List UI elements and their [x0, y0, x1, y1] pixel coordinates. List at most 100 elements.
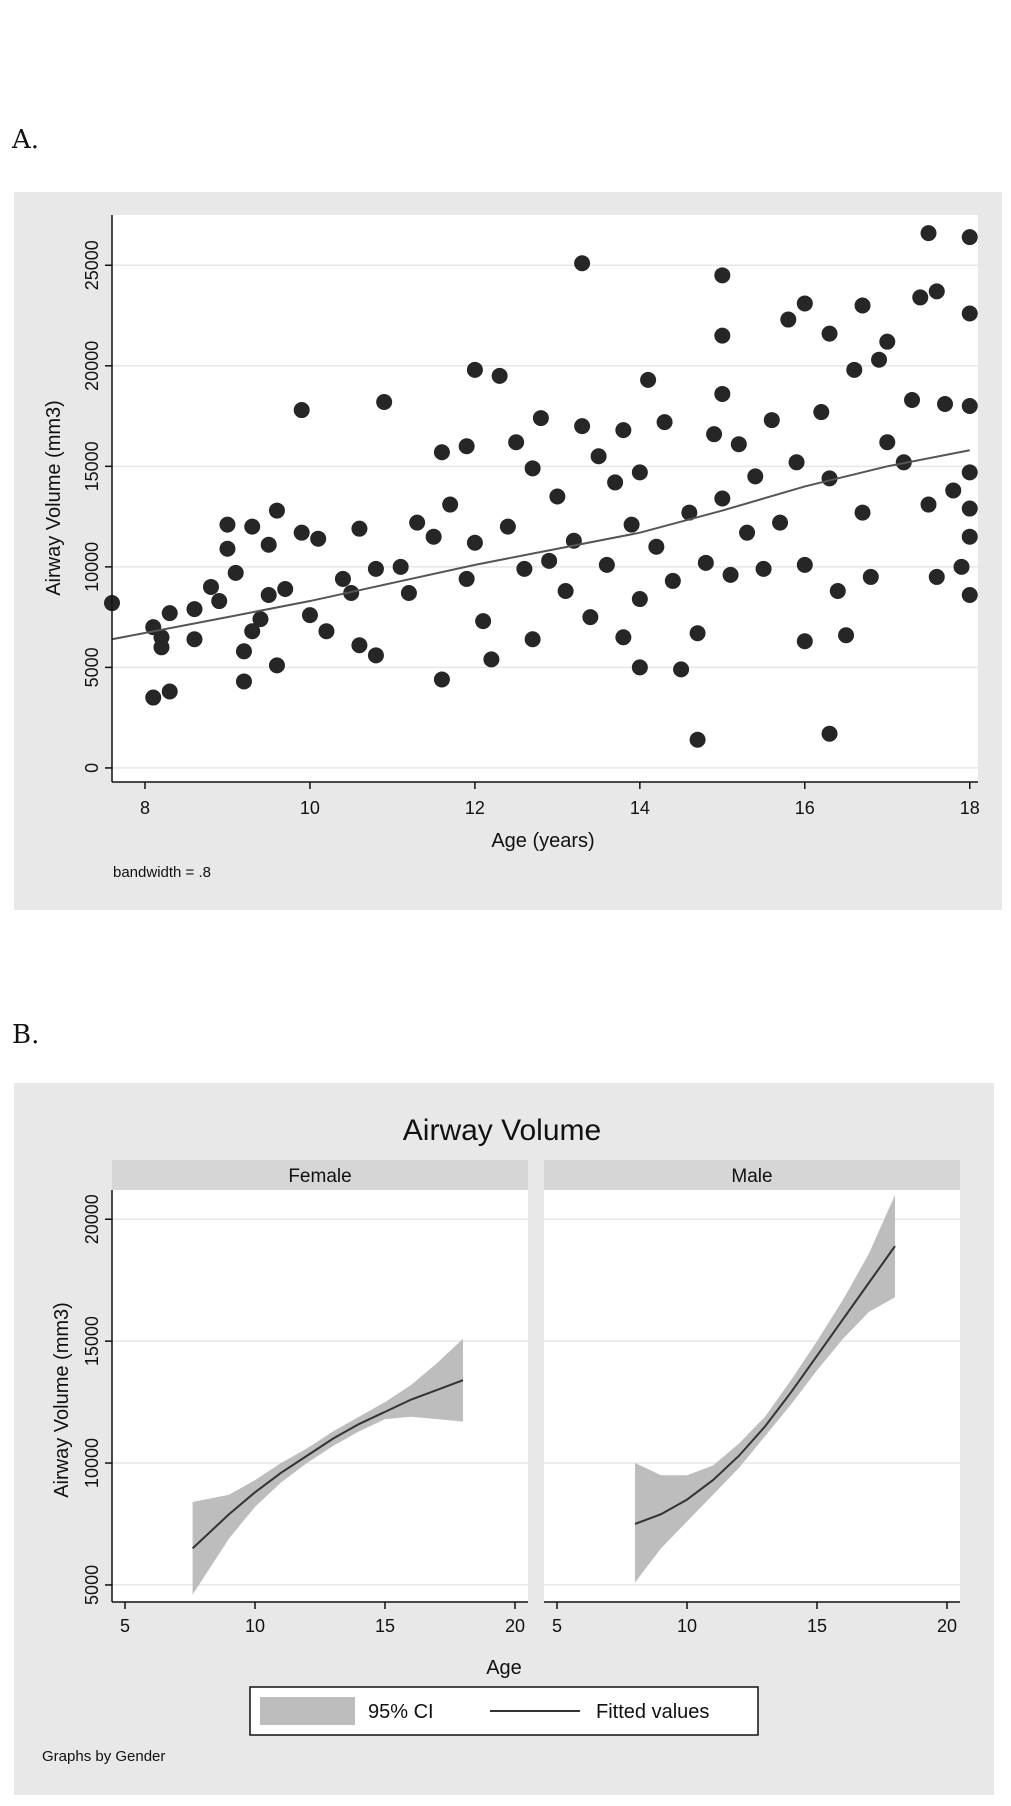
scatter-point — [780, 311, 797, 328]
chart-a-x-tick-label: 8 — [140, 798, 150, 818]
chart-a-x-tick-label: 14 — [630, 798, 650, 818]
chart-a-fit-line — [111, 449, 970, 641]
chart-a-y-tick-label: 0 — [82, 763, 102, 773]
scatter-point — [433, 444, 450, 461]
scatter-point — [821, 725, 838, 742]
scatter-point — [244, 623, 261, 640]
scatter-point — [466, 534, 483, 551]
chart-b-y-tick-label: 20000 — [82, 1194, 102, 1244]
scatter-point — [706, 426, 723, 443]
scatter-point — [623, 516, 640, 533]
scatter-point — [260, 536, 277, 553]
chart-a-y-tick-label: 20000 — [82, 341, 102, 391]
chart-b-title: Airway Volume — [403, 1114, 601, 1147]
scatter-point — [524, 460, 541, 477]
scatter-point — [277, 580, 294, 597]
chart-b-y-tick-label: 15000 — [82, 1316, 102, 1366]
scatter-point — [953, 558, 970, 575]
scatter-point — [796, 295, 813, 312]
chart-a-x-tick-label: 18 — [960, 798, 980, 818]
fit-line-male — [634, 1245, 896, 1525]
scatter-point — [334, 570, 351, 587]
scatter-point — [631, 659, 648, 676]
scatter-point — [268, 502, 285, 519]
scatter-point — [433, 671, 450, 688]
scatter-point — [235, 643, 252, 660]
chart-a-points — [104, 225, 978, 748]
chart-b-x-tick-label: 10 — [245, 1616, 265, 1636]
scatter-point — [607, 474, 624, 491]
scatter-point — [912, 289, 929, 306]
scatter-point — [400, 585, 417, 601]
scatter-point — [252, 611, 269, 628]
scatter-point — [879, 434, 896, 451]
scatter-point — [937, 396, 954, 412]
chart-a-x-tick-label: 12 — [465, 798, 485, 818]
scatter-point — [351, 637, 368, 654]
scatter-point — [409, 514, 426, 531]
scatter-point — [714, 267, 731, 284]
scatter-point — [879, 333, 896, 350]
panel-b-label: B. — [12, 1020, 40, 1050]
scatter-point — [351, 520, 368, 537]
panel-a-label: A. — [12, 125, 40, 155]
chart-b-y-axis-title: Airway Volume (mm3) — [51, 1302, 73, 1498]
chart-b-x-tick-label: 5 — [552, 1616, 562, 1636]
scatter-point — [846, 361, 863, 378]
scatter-point — [681, 504, 698, 521]
chart-a-gridlines — [112, 264, 978, 769]
legend-ci-label: 95% CI — [368, 1701, 434, 1723]
scatter-point — [796, 633, 813, 650]
scatter-point — [541, 552, 558, 569]
scatter-point — [161, 683, 178, 700]
scatter-point — [747, 468, 764, 485]
scatter-point — [235, 673, 252, 690]
scatter-chart-airway-volume: 8 10 12 14 16 18 0 5000 10000 15000 20000 25000 Ag… — [14, 192, 1002, 910]
scatter-point — [376, 393, 393, 410]
scatter-point — [730, 436, 747, 453]
scatter-point — [574, 255, 591, 272]
scatter-point — [301, 607, 318, 624]
legend-ci-swatch — [260, 1697, 355, 1725]
scatter-point — [796, 556, 813, 573]
scatter-point — [829, 582, 846, 599]
facet-female-plot-area — [112, 1190, 528, 1602]
scatter-point — [714, 327, 731, 344]
scatter-point — [367, 647, 384, 664]
scatter-point — [466, 361, 483, 378]
scatter-point — [838, 627, 855, 644]
scatter-point — [590, 448, 607, 465]
chart-a-y-tick-label: 10000 — [82, 542, 102, 592]
scatter-point — [458, 438, 475, 455]
chart-a-y-axis-title: Airway Volume (mm3) — [43, 400, 65, 596]
chart-b-x-tick-label: 20 — [505, 1616, 525, 1636]
scatter-point — [219, 540, 236, 557]
scatter-point — [491, 367, 508, 384]
scatter-point — [153, 639, 170, 656]
scatter-point — [714, 490, 731, 507]
scatter-point — [598, 556, 615, 573]
chart-a-y-tick-label: 25000 — [82, 240, 102, 290]
chart-a-y-tick-label: 15000 — [82, 441, 102, 491]
scatter-point — [582, 609, 599, 626]
scatter-point — [483, 651, 500, 668]
scatter-point — [640, 371, 657, 388]
chart-a-x-tick-label: 10 — [300, 798, 320, 818]
scatter-point — [854, 297, 871, 314]
scatter-point — [772, 514, 789, 531]
scatter-point — [648, 538, 665, 555]
chart-b-x-axis-title: Age — [486, 1657, 522, 1679]
chart-a-x-axis-title: Age (years) — [491, 830, 594, 852]
scatter-point — [904, 391, 921, 408]
facet-male-strip — [544, 1160, 960, 1190]
scatter-point — [739, 524, 756, 541]
scatter-point — [689, 731, 706, 748]
chart-a-y-ticks: 0 5000 10000 15000 20000 25000 — [82, 240, 112, 773]
scatter-point — [714, 385, 731, 402]
scatter-point — [161, 605, 178, 622]
facet-male-plot-area — [544, 1190, 960, 1602]
scatter-point — [227, 564, 244, 581]
scatter-point — [656, 414, 673, 431]
scatter-point — [945, 482, 962, 499]
chart-b-ci-bands — [192, 1194, 895, 1595]
